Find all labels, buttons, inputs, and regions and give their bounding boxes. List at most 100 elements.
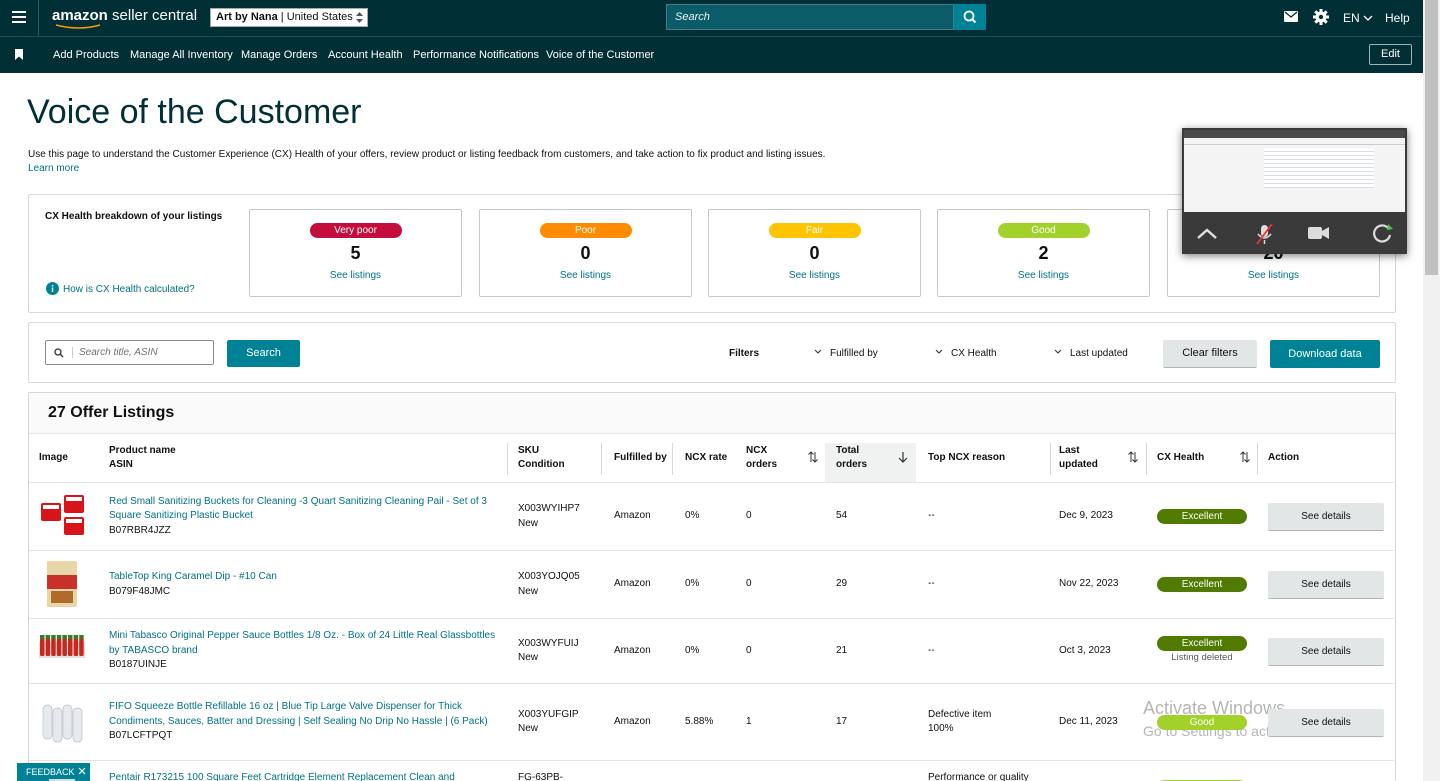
ncx-rate-cell: 0% (685, 483, 740, 550)
help-link[interactable]: Help (1385, 11, 1410, 25)
logo[interactable]: amazon seller central (52, 7, 197, 24)
nav-item[interactable]: Voice of the Customer (546, 49, 655, 61)
top-reason-cell: -- (928, 551, 1043, 618)
see-details-button[interactable]: See details (1268, 503, 1384, 531)
cx-count: 2 (1038, 243, 1049, 263)
top-reason-cell-top-ncx-reason: Performance or quality (928, 772, 1029, 781)
total-orders-cell: 54 (836, 483, 896, 550)
top-reason-cell: Performance or quality (928, 761, 1043, 781)
product-cell: TableTop King Caramel Dip - #10 Can B079F… (109, 551, 501, 618)
last-updated-cell-last-updated: Dec 11, 2023 (1059, 715, 1118, 727)
listing-search-placeholder: Search title, ASIN (72, 347, 158, 358)
feedback-tab[interactable]: FEEDBACK (17, 763, 90, 781)
selector-arrows (356, 12, 363, 23)
top-reason-cell: -- (928, 619, 1043, 683)
feedback-text: FEEDBACK (26, 767, 75, 777)
cx-health-pill: Excellent (1157, 577, 1247, 592)
menu-icon[interactable] (12, 11, 26, 23)
total-orders-cell: 21 (836, 619, 896, 683)
column-header-text: Product name (109, 445, 176, 456)
sku-cell: X003YOJQ05 New (518, 551, 598, 618)
last-updated-cell-last-updated: Nov 22, 2023 (1059, 578, 1119, 590)
sku-cell-condition: New (518, 652, 539, 663)
product-image (39, 561, 87, 609)
store-selector[interactable]: Art by Nana | United States (210, 8, 368, 27)
top-reason-cell-top-ncx-share: 100% (928, 723, 954, 734)
clear-filters-button[interactable]: Clear filters (1163, 340, 1257, 368)
learn-more[interactable]: Learn more (28, 163, 80, 174)
cx-help[interactable]: How is CX Health calculated? (46, 282, 195, 295)
product-cell-asin: B0187UINJE (109, 659, 167, 671)
download-button[interactable]: Download data (1270, 340, 1380, 368)
filter-dropdown-label: CX Health (951, 348, 997, 359)
see-listings-link[interactable]: See listings (1017, 270, 1070, 281)
see-listings-link[interactable]: See listings (559, 270, 612, 281)
see-listings-link[interactable]: See listings (329, 270, 382, 281)
sort-icon[interactable] (1240, 450, 1250, 468)
language-selector[interactable]: EN (1343, 11, 1373, 25)
filter-dropdown-label: Fulfilled by (830, 348, 878, 359)
column-header: Product name ASIN (109, 433, 489, 483)
cx-health-pill: Excellent (1157, 509, 1247, 524)
sort-icon[interactable] (808, 450, 818, 468)
see-details-button[interactable]: See details (1268, 708, 1384, 737)
see-details-button[interactable]: See details (1268, 637, 1384, 666)
ncx-orders-cell: 1 (746, 684, 806, 760)
fulfilled-cell: Amazon (614, 684, 679, 760)
cx-count: 0 (580, 243, 591, 263)
nav-item[interactable]: Account Health (328, 49, 403, 61)
ncx-orders-cell-ncx-orders: 0 (746, 644, 752, 656)
table-row: Mini Tabasco Original Pepper Sauce Bottl… (29, 618, 1394, 683)
total-orders-cell-total-orders: 17 (836, 715, 848, 727)
search-placeholder: Search (675, 11, 710, 23)
mail-icon[interactable] (1284, 11, 1298, 22)
see-details-button[interactable]: See details (1268, 571, 1384, 599)
edit-button[interactable]: Edit (1369, 44, 1412, 65)
see-listings-link[interactable]: See listings (788, 270, 841, 281)
video-overlay[interactable] (1182, 128, 1407, 254)
nav-item[interactable]: Add Products (53, 49, 120, 61)
column-header-text: Condition (518, 459, 565, 470)
column-header: Fulfilled by (614, 433, 679, 483)
cx-health-cell: Excellent Listing deleted (1157, 619, 1247, 683)
sort-icon[interactable] (1128, 450, 1138, 468)
see-listings-link[interactable]: See listings (1247, 270, 1300, 281)
settings-icon[interactable] (1313, 9, 1329, 25)
sku-cell: X003WYFUIJ New (518, 619, 598, 683)
ncx-orders-cell-ncx-orders: 1 (746, 715, 752, 727)
cx-count: 5 (350, 243, 361, 263)
cx-card: Fair 0 See listings (708, 209, 921, 297)
column-divider (601, 443, 602, 475)
nav-item[interactable]: Performance Notifications (413, 49, 539, 61)
column-header-text: Total orders (836, 445, 868, 470)
column-header-text: ASIN (109, 459, 133, 470)
search-listings-button[interactable]: Search (227, 340, 300, 367)
scrollbar[interactable] (1423, 0, 1440, 781)
filter-dropdown[interactable]: Fulfilled by (814, 348, 878, 359)
search-input[interactable]: Search (666, 4, 954, 30)
sku-cell-sku: X003YOJQ05 (518, 571, 580, 582)
bookmark-icon[interactable] (15, 49, 23, 60)
filters-label: Filters (729, 348, 760, 359)
column-header: NCX orders (746, 433, 786, 483)
column-header: CX Health (1157, 433, 1237, 483)
listing-search[interactable]: Search title, ASIN (45, 340, 214, 365)
ncx-orders-cell: 0 (746, 551, 806, 618)
filter-dropdown[interactable]: Last updated (1054, 348, 1128, 359)
last-updated-cell-last-updated: Dec 9, 2023 (1059, 510, 1113, 522)
product-cell-product-name: Red Small Sanitizing Buckets for Cleanin… (109, 495, 487, 522)
filter-dropdown[interactable]: CX Health (935, 348, 997, 359)
search-button[interactable] (954, 4, 986, 30)
product-cell-product-name: Mini Tabasco Original Pepper Sauce Bottl… (109, 630, 496, 656)
page-description: Use this page to understand the Customer… (28, 149, 826, 160)
sku-cell-condition: New (518, 585, 539, 597)
product-image (39, 699, 87, 747)
cx-card: Very poor 5 See listings (249, 209, 462, 297)
sku-cell: X003WYIHP7 New (518, 483, 598, 550)
nav-item[interactable]: Manage All Inventory (130, 49, 233, 61)
table-row: Red Small Sanitizing Buckets for Cleanin… (29, 482, 1394, 550)
video-thumbnail (1184, 130, 1405, 212)
nav-item[interactable]: Manage Orders (241, 49, 318, 61)
sort-icon[interactable] (898, 450, 908, 468)
